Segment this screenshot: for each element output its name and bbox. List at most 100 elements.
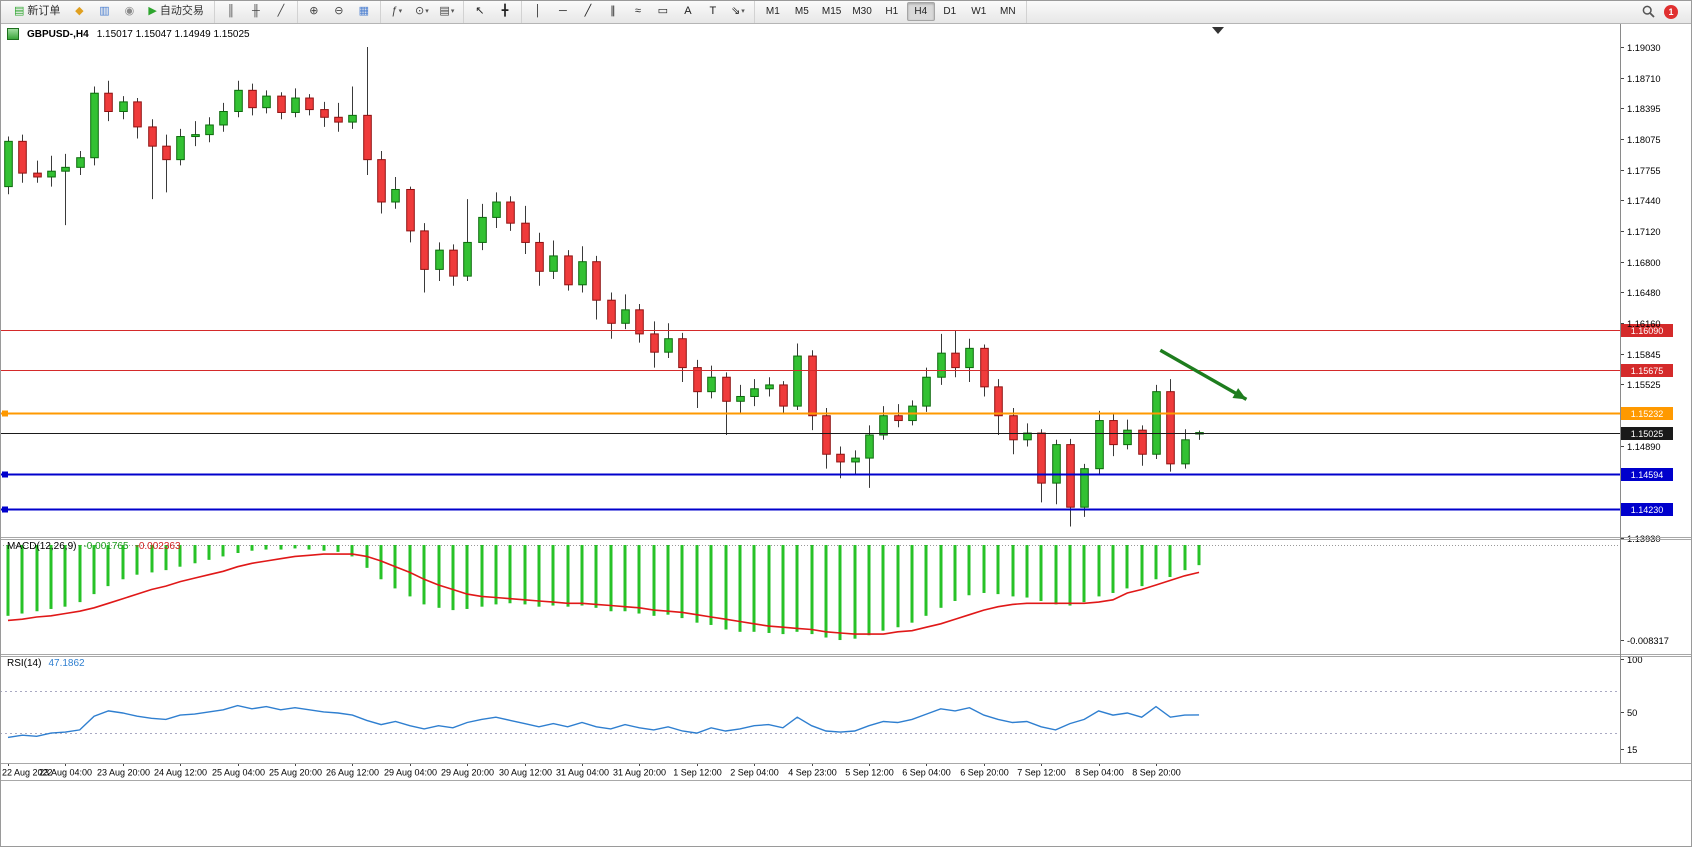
candle: [951, 352, 960, 369]
price-axis[interactable]: [1620, 23, 1692, 763]
shapes-button[interactable]: ▭: [651, 2, 675, 22]
candle: [578, 261, 587, 286]
candle: [348, 114, 357, 123]
candle: [406, 188, 415, 232]
time-axis-label: 25 Aug 20:00: [269, 768, 322, 778]
toolbar-group-cursor: ↖ ╋: [464, 0, 522, 23]
price-axis-label: 1.19030: [1627, 43, 1661, 53]
candle: [564, 255, 573, 286]
current-price-line-price-tag: [1621, 427, 1673, 440]
macd-histogram-bar: [709, 545, 713, 625]
macd-signal-value: -0.002363: [135, 541, 181, 552]
candle: [47, 170, 56, 178]
macd-histogram-bar: [838, 545, 842, 641]
periods-button-icon: ⊙: [415, 5, 425, 17]
macd-histogram-bar: [523, 545, 527, 605]
autotrading-button[interactable]: ▶ 自动交易: [142, 2, 209, 22]
crosshair-button[interactable]: ╋: [493, 2, 517, 22]
history-center-icon[interactable]: ◉: [117, 2, 141, 22]
rsi-axis-label: 100: [1627, 655, 1643, 665]
candle: [291, 97, 300, 113]
macd-histogram-bar: [193, 545, 197, 564]
equidistant-channel-button[interactable]: ∥: [601, 2, 625, 22]
search-icon[interactable]: [1642, 5, 1655, 18]
indicators-button[interactable]: ƒ ▾: [385, 2, 409, 22]
candle: [937, 352, 946, 378]
macd-histogram-bar: [63, 545, 67, 607]
timeframe-h4[interactable]: H4: [906, 2, 935, 21]
timeframe-w1-label: W1: [971, 5, 987, 17]
templates-button-icon: ▤: [439, 5, 450, 17]
macd-histogram-bar: [1011, 545, 1015, 597]
line-chart-button[interactable]: ╱: [269, 2, 293, 22]
support-line-1-marker[interactable]: [2, 471, 8, 478]
resistance-line-2-price-text: 1.15675: [1631, 366, 1664, 376]
candle: [61, 166, 70, 172]
macd-histogram-bar: [35, 545, 39, 612]
rsi-label: RSI(14) 47.1862: [7, 658, 85, 669]
macd-histogram-bar: [279, 545, 283, 550]
zoom-in-button[interactable]: ⊕: [302, 2, 326, 22]
cursor-button[interactable]: ↖: [468, 2, 492, 22]
candlestick-chart-button[interactable]: ╫: [244, 2, 268, 22]
notification-badge[interactable]: 1: [1664, 4, 1678, 19]
macd-histogram-bar: [666, 545, 670, 615]
candle: [865, 434, 874, 459]
timeframe-m30[interactable]: M30: [847, 2, 876, 21]
macd-histogram-bar: [1082, 545, 1086, 603]
timeframe-h1[interactable]: H1: [878, 2, 906, 21]
bar-chart-button-icon: ║: [226, 5, 235, 17]
chart-shift-marker[interactable]: [1212, 27, 1224, 34]
periods-button[interactable]: ⊙ ▾: [410, 2, 434, 22]
trend-arrow-line[interactable]: [1159, 348, 1248, 401]
macd-pane[interactable]: [0, 539, 1620, 654]
trendline-button[interactable]: ╱: [576, 2, 600, 22]
timeframe-m15[interactable]: M15: [817, 2, 846, 21]
timeframe-m1[interactable]: M1: [759, 2, 787, 21]
chart-title: GBPUSD-,H4 1.15017 1.15047 1.14949 1.150…: [7, 28, 250, 40]
candle: [1138, 429, 1147, 455]
time-axis-label: 31 Aug 04:00: [556, 768, 609, 778]
timeframe-d1[interactable]: D1: [936, 2, 964, 21]
metaeditor-icon[interactable]: ◆: [67, 2, 91, 22]
macd-histogram-bar: [724, 545, 728, 630]
support-line-2-marker[interactable]: [2, 506, 8, 513]
macd-histogram-bar: [465, 545, 469, 609]
text-button[interactable]: A: [676, 2, 700, 22]
line-chart-button-icon: ╱: [277, 5, 285, 17]
horizontal-line-button[interactable]: ─: [551, 2, 575, 22]
candle: [18, 140, 27, 174]
fibonacci-button-icon: ≈: [634, 5, 641, 17]
timeframe-w1[interactable]: W1: [965, 2, 993, 21]
pivot-line-orange-marker[interactable]: [2, 410, 8, 417]
text-label-button[interactable]: T: [701, 2, 725, 22]
macd-histogram-bar: [1140, 545, 1144, 587]
arrows-button[interactable]: ⇘ ▾: [726, 2, 750, 22]
new-order-button[interactable]: ▤ 新订单: [8, 2, 66, 22]
macd-histogram-bar: [379, 545, 383, 580]
vertical-line-button[interactable]: │: [526, 2, 550, 22]
charts-grid-icon-icon: ▥: [99, 5, 110, 17]
timeframe-mn-label: MN: [1000, 5, 1016, 17]
timeframe-mn[interactable]: MN: [994, 2, 1022, 21]
candle: [607, 299, 616, 324]
support-line-2-price-tag: [1621, 503, 1673, 516]
bar-chart-button[interactable]: ║: [219, 2, 243, 22]
macd-histogram-bar: [49, 545, 53, 609]
charts-grid-icon[interactable]: ▥: [92, 2, 116, 22]
price-axis-label: 1.18395: [1627, 104, 1661, 114]
trend-arrow-head[interactable]: [1232, 388, 1247, 400]
timeframe-m5[interactable]: M5: [788, 2, 816, 21]
zoom-out-button[interactable]: ⊖: [327, 2, 351, 22]
rsi-pane[interactable]: [0, 656, 1620, 763]
time-axis-label: 23 Aug 20:00: [97, 768, 150, 778]
fibonacci-button[interactable]: ≈: [626, 2, 650, 22]
tile-windows-button[interactable]: ▦: [352, 2, 376, 22]
main-chart-pane[interactable]: [0, 24, 1620, 537]
time-axis-label: 26 Aug 12:00: [326, 768, 379, 778]
toolbar-group-timeframes: M1 M5 M15 M30 H1 H4 D1 W1 MN: [755, 0, 1027, 23]
time-axis[interactable]: [0, 763, 1692, 781]
pivot-line-orange-price-tag: [1621, 407, 1673, 420]
templates-button[interactable]: ▤ ▾: [435, 2, 459, 22]
candle: [119, 101, 128, 113]
